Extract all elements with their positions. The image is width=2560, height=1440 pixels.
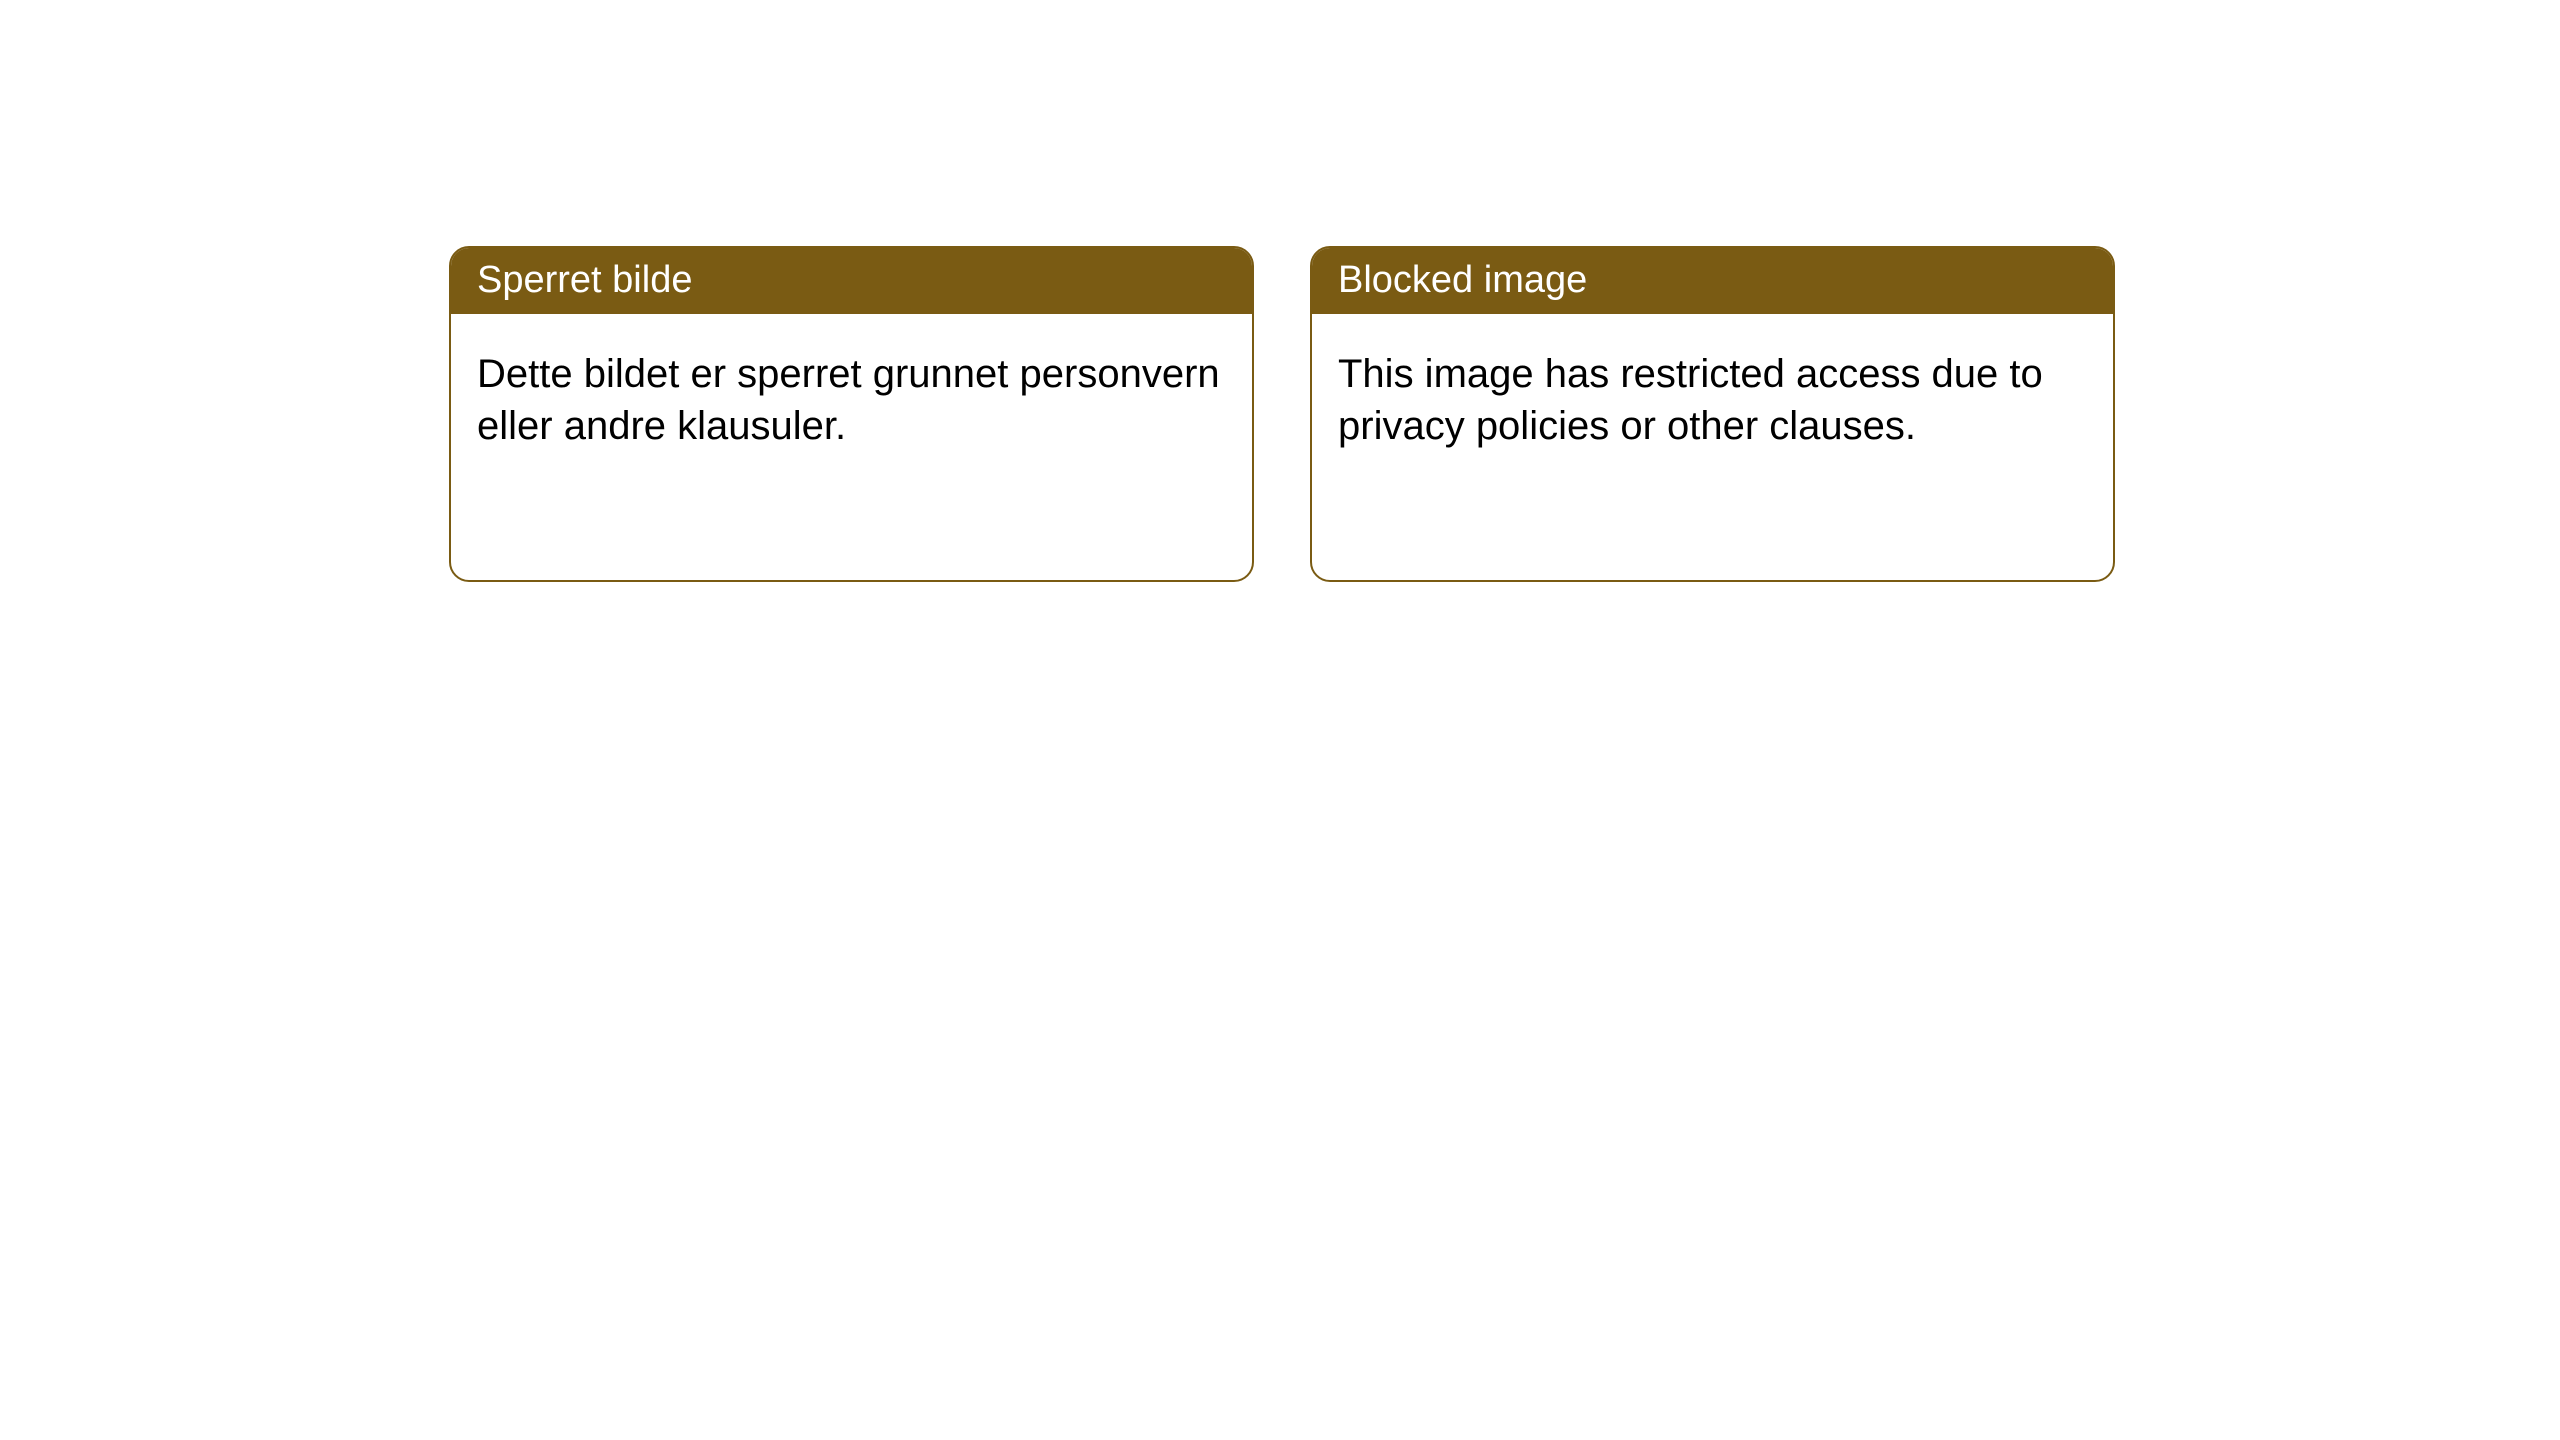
card-body-no: Dette bildet er sperret grunnet personve… [451,314,1252,486]
blocked-image-card-no: Sperret bilde Dette bildet er sperret gr… [449,246,1254,582]
card-header-no: Sperret bilde [451,248,1252,314]
blocked-image-card-en: Blocked image This image has restricted … [1310,246,2115,582]
card-header-en: Blocked image [1312,248,2113,314]
cards-container: Sperret bilde Dette bildet er sperret gr… [0,0,2560,582]
card-body-en: This image has restricted access due to … [1312,314,2113,486]
